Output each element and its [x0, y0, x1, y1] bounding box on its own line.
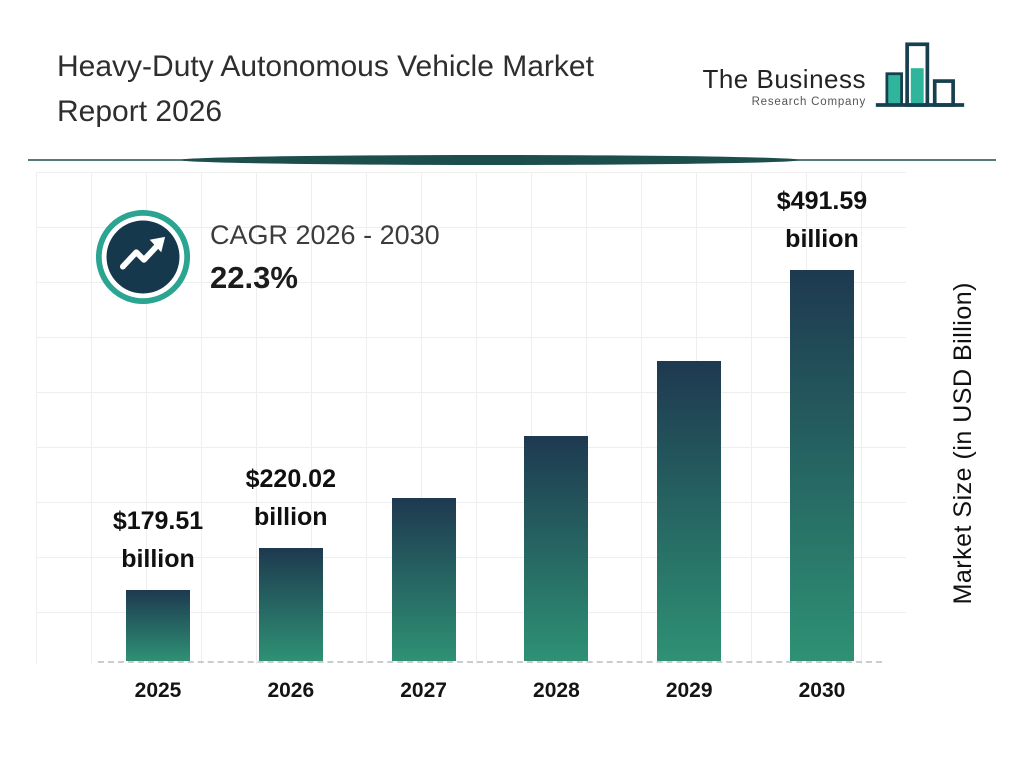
bar-2028 — [524, 436, 589, 661]
x-tick-2027: 2027 — [400, 679, 447, 702]
cagr-text-block: CAGR 2026 - 2030 22.3% — [210, 220, 440, 296]
company-logo: The Business Research Company — [702, 40, 966, 129]
company-logo-text: The Business Research Company — [702, 64, 866, 108]
bar-group-2030: $491.59 billion — [762, 183, 882, 661]
company-subname: Research Company — [751, 96, 866, 108]
cagr-trend-icon — [95, 209, 191, 305]
bar-2029 — [657, 361, 722, 661]
x-tick-2028: 2028 — [533, 679, 580, 702]
cagr-value: 22.3% — [210, 260, 298, 295]
page-title: Heavy-Duty Autonomous Vehicle Market Rep… — [57, 44, 717, 134]
value-label-2025: $179.51 billion — [112, 507, 204, 573]
value-label-2030: $491.59 billion — [776, 187, 868, 253]
bar-2026 — [258, 548, 323, 661]
bar-2027 — [391, 498, 456, 661]
bar-group-2029 — [629, 361, 749, 661]
bar-2030 — [789, 270, 854, 661]
value-label-2026: $220.02 billion — [245, 465, 336, 531]
x-tick-2025: 2025 — [134, 679, 182, 702]
page-title-line1: Heavy-Duty Autonomous Vehicle Market — [57, 50, 594, 83]
x-tick-2026: 2026 — [267, 679, 315, 702]
y-axis-label: Market Size (in USD Billion) — [949, 282, 977, 605]
company-name: The Business — [702, 64, 866, 94]
bars-row: $179.51 billion $220.02 billion $491.59 billi… — [98, 180, 882, 663]
years-row: 2025 2026 2027 2028 2029 2030 — [98, 679, 882, 703]
bar-2025 — [126, 590, 190, 661]
cagr-label: CAGR 2026 - 2030 — [210, 220, 440, 250]
bar-group-2028 — [496, 436, 616, 661]
bar-group-2025: $179.51 billion — [98, 503, 218, 661]
x-tick-2030: 2030 — [798, 679, 846, 702]
bar-group-2026: $220.02 billion — [231, 461, 351, 661]
page-title-line2: Report 2026 — [57, 95, 223, 128]
bar-group-2027 — [364, 498, 484, 661]
x-tick-2029: 2029 — [665, 679, 713, 702]
bar-chart-logo-icon — [874, 40, 966, 129]
section-divider — [0, 152, 1024, 168]
